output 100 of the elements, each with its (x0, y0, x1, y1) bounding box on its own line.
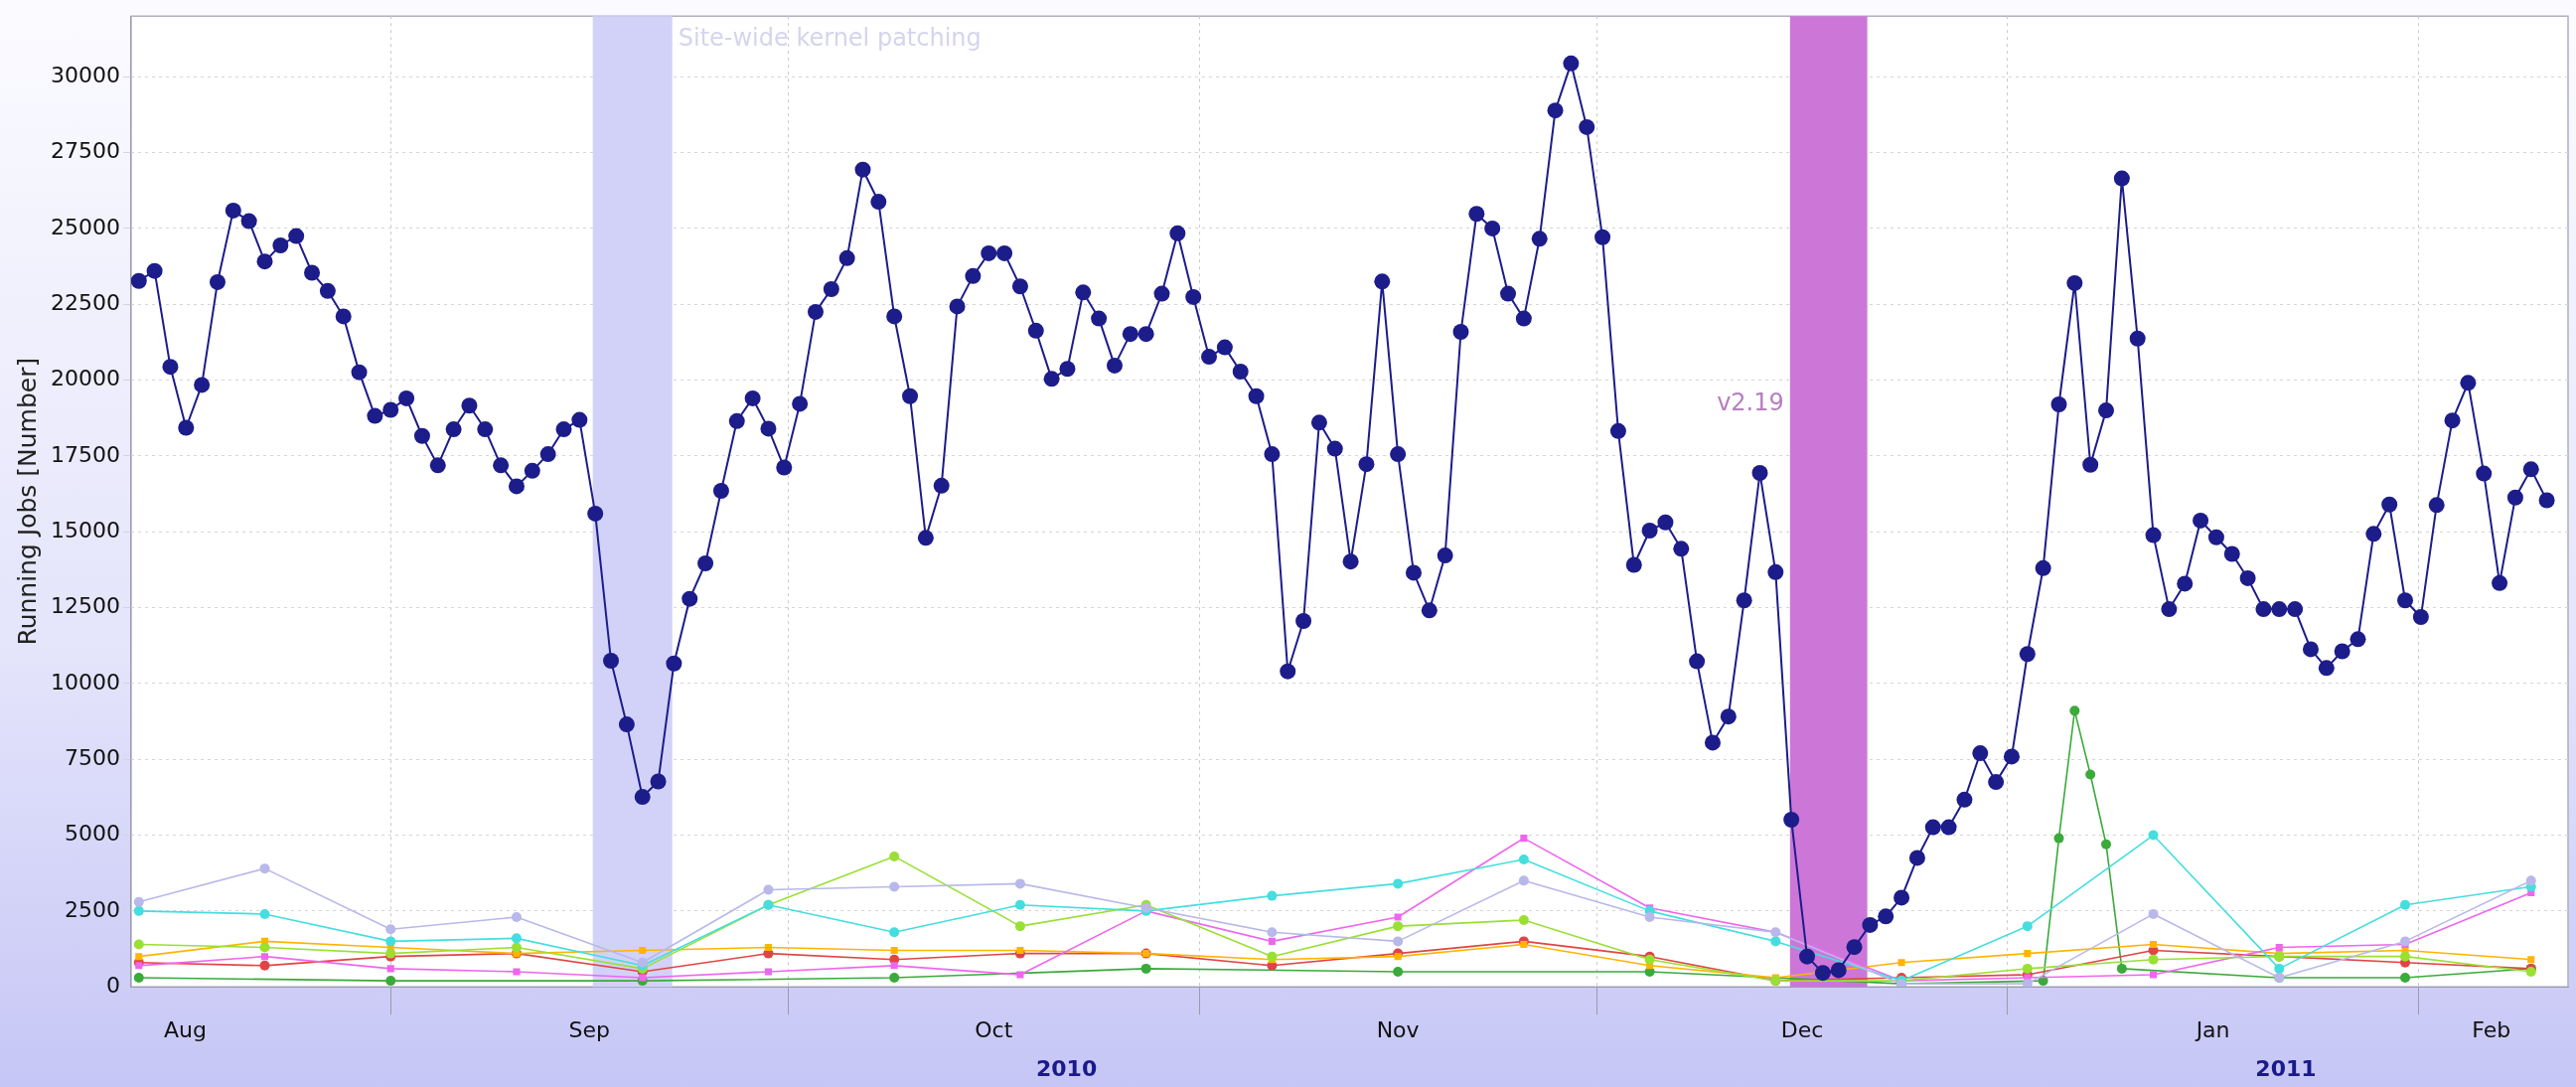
point (2400, 936, 2411, 947)
y-tick-label: 10000 (50, 669, 120, 695)
point (1393, 966, 1404, 977)
point (511, 911, 522, 922)
point (2400, 951, 2411, 962)
point (511, 942, 522, 953)
y-tick-label: 22500 (50, 289, 120, 315)
point (1014, 899, 1025, 910)
x-tick-label: Sep (568, 1017, 611, 1043)
point (890, 962, 898, 970)
point (2022, 921, 2033, 932)
y-tick-label: 17500 (50, 441, 120, 467)
band-label: v2.19 (1717, 388, 1784, 417)
point (2525, 875, 2536, 886)
point (1267, 951, 1278, 962)
y-tick-label: 25000 (50, 214, 120, 239)
x-tick-label: Oct (975, 1017, 1013, 1043)
point (2400, 899, 2411, 910)
point (1267, 890, 1278, 901)
point (259, 863, 270, 874)
point (259, 960, 270, 971)
point (513, 968, 521, 976)
point (889, 927, 900, 938)
point (385, 924, 396, 935)
point (764, 968, 772, 976)
point (1268, 937, 1276, 945)
y-tick-label: 0 (105, 972, 120, 998)
point (259, 908, 270, 919)
x-tick-label: Feb (2472, 1017, 2511, 1043)
point (2116, 963, 2127, 974)
point (2274, 963, 2285, 974)
point (135, 962, 143, 970)
point (763, 884, 774, 895)
point (135, 953, 143, 961)
point (511, 933, 522, 944)
point (1394, 913, 1402, 921)
point (639, 974, 647, 982)
y-tick-label: 2500 (64, 896, 120, 922)
point (889, 881, 900, 892)
y-tick-label: 30000 (50, 62, 120, 87)
point (2022, 963, 2033, 974)
point (1644, 911, 1655, 922)
point (2148, 954, 2159, 965)
point (1520, 835, 1528, 843)
x2-tick-label: 2011 (2255, 1055, 2317, 1081)
point (2101, 839, 2112, 850)
x-tick-label: Dec (1780, 1017, 1824, 1043)
x-tick-label: Jan (2194, 1017, 2230, 1043)
point (889, 851, 900, 861)
point (2150, 971, 2158, 979)
x-tick-label: Nov (1376, 1017, 1420, 1043)
point (2148, 830, 2159, 841)
point (890, 947, 898, 955)
point (133, 973, 144, 984)
point (2069, 705, 2080, 716)
y-tick-label: 7500 (64, 744, 120, 770)
x2-tick-label: 2010 (1036, 1055, 1098, 1081)
point (1016, 947, 1024, 955)
point (2275, 943, 2283, 952)
point (1014, 878, 1025, 889)
point (2022, 979, 2033, 988)
point (2150, 940, 2158, 948)
point (2148, 908, 2159, 919)
point (1520, 940, 1528, 948)
point (1016, 971, 1024, 979)
point (259, 942, 270, 953)
point (1518, 854, 1529, 864)
point (2024, 950, 2032, 958)
point (2400, 973, 2411, 984)
point (133, 939, 144, 950)
point (1518, 915, 1529, 926)
y-tick-label: 20000 (50, 366, 120, 391)
point (2053, 833, 2064, 844)
point (1393, 921, 1404, 932)
point (1140, 963, 1151, 974)
point (1014, 921, 1025, 932)
y-axis-title: Running Jobs [Number] (12, 357, 42, 646)
point (1518, 875, 1529, 886)
y-tick-label: 5000 (64, 821, 120, 847)
point (386, 965, 394, 973)
point (1267, 927, 1278, 938)
point (639, 947, 647, 955)
point (385, 976, 396, 987)
point (133, 905, 144, 916)
point (2085, 769, 2096, 780)
point (385, 936, 396, 947)
point (260, 953, 269, 961)
y-tick-label: 27500 (50, 138, 120, 164)
y-tick-label: 12500 (50, 593, 120, 619)
point (133, 896, 144, 907)
y-tick-label: 15000 (50, 517, 120, 543)
point (1897, 959, 1905, 967)
point (1393, 936, 1404, 947)
point (889, 973, 900, 984)
point (1394, 953, 1402, 961)
point (1770, 936, 1781, 947)
point (764, 943, 772, 952)
point (2527, 956, 2535, 964)
x-tick-label: Aug (163, 1017, 207, 1043)
point (1393, 878, 1404, 889)
